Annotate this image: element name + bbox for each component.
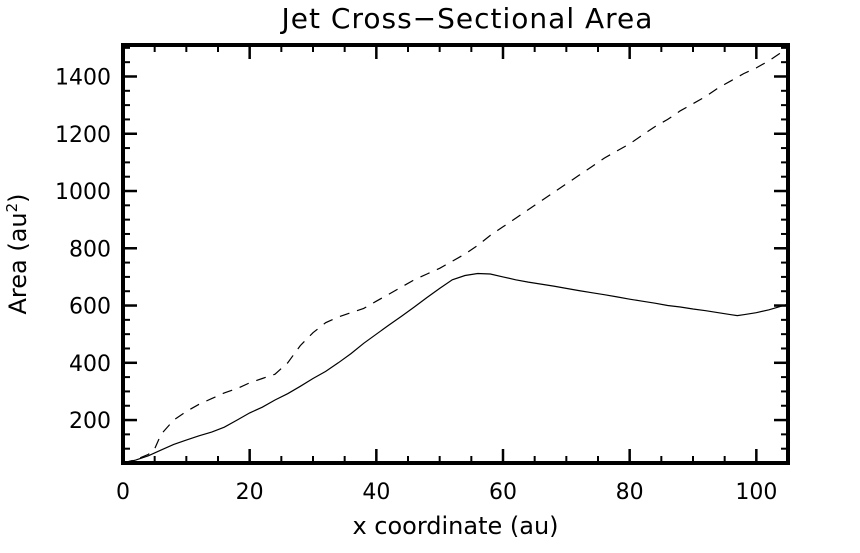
y-tick-label: 800 xyxy=(69,237,111,262)
plot-area xyxy=(122,47,789,464)
x-tick-label: 100 xyxy=(735,480,777,505)
y-axis-label: Area (au2) xyxy=(3,193,32,314)
chart-title: Jet Cross−Sectional Area xyxy=(280,2,654,35)
x-axis: 0 20 40 60 80 100 xyxy=(116,45,789,505)
y-axis-label-superscript: 2 xyxy=(3,203,21,213)
series-line-dashed xyxy=(122,47,789,464)
series-line-solid xyxy=(122,272,789,464)
y-tick-label: 400 xyxy=(69,352,111,377)
x-tick-label: 20 xyxy=(236,480,264,505)
x-tick-label: 60 xyxy=(489,480,517,505)
y-tick-label: 1000 xyxy=(55,180,111,205)
y-axis-label-main: Area (au xyxy=(4,212,32,314)
x-tick-label: 80 xyxy=(616,480,644,505)
x-axis-label: x coordinate (au) xyxy=(352,512,558,540)
y-axis-label-close: ) xyxy=(4,193,32,202)
y-tick-label: 1400 xyxy=(55,65,111,90)
y-tick-label: 200 xyxy=(69,409,111,434)
x-tick-label: 40 xyxy=(362,480,390,505)
y-tick-label: 1200 xyxy=(55,123,111,148)
plot-frame xyxy=(121,43,790,465)
y-tick-label: 600 xyxy=(69,295,111,320)
x-tick-label: 0 xyxy=(116,480,130,505)
y-axis: 200 400 600 800 1000 1200 1400 xyxy=(55,46,788,450)
